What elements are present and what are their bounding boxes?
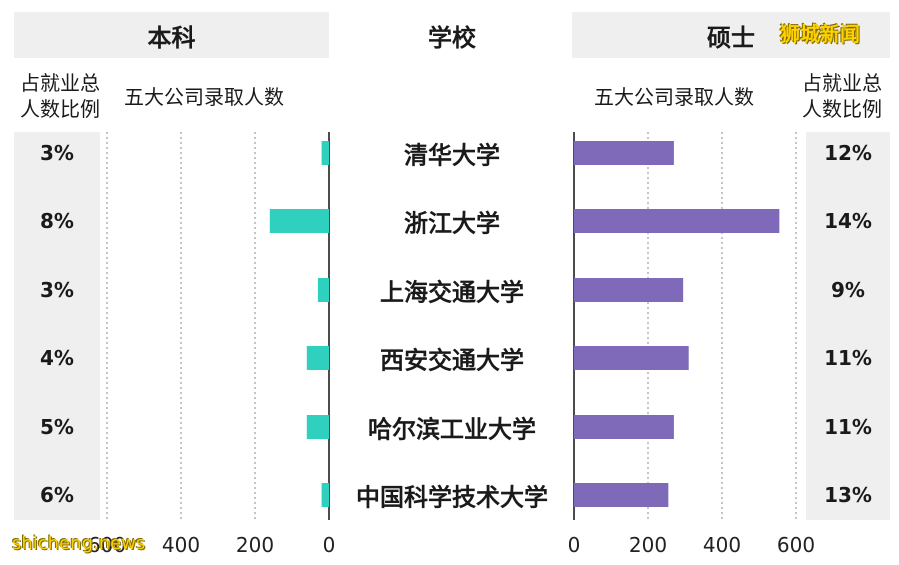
right-tick-label: 200 bbox=[629, 533, 667, 557]
master-share-label-line1: 占就业总 bbox=[802, 71, 882, 95]
school-label: 哈尔滨工业大学 bbox=[368, 415, 536, 444]
master-bar bbox=[574, 209, 780, 233]
bachelor-bar bbox=[306, 346, 329, 370]
site-watermark: shicheng.news bbox=[12, 533, 146, 554]
master-share-label: 占就业总 人数比例 bbox=[790, 70, 894, 122]
bachelor-bar bbox=[306, 415, 329, 439]
bachelor-share: 4% bbox=[40, 346, 74, 370]
school-header: 学校 bbox=[428, 23, 476, 52]
master-header: 硕士 bbox=[572, 12, 890, 58]
master-xlabel: 五大公司录取人数 bbox=[594, 85, 754, 109]
left-tick-label: 0 bbox=[323, 533, 336, 557]
bachelor-share: 6% bbox=[40, 483, 74, 507]
bachelor-share: 8% bbox=[40, 209, 74, 233]
right-tick-label: 400 bbox=[703, 533, 741, 557]
bachelor-share-panel bbox=[14, 132, 100, 520]
master-bar bbox=[574, 141, 674, 165]
right-tick-label: 0 bbox=[568, 533, 581, 557]
left-tick-label: 600 bbox=[88, 533, 126, 557]
bachelor-share-label-line1: 占就业总 bbox=[20, 71, 100, 95]
school-label: 上海交通大学 bbox=[380, 278, 524, 307]
bachelor-share: 5% bbox=[40, 415, 74, 439]
master-bar bbox=[574, 483, 669, 507]
bachelor-bar bbox=[269, 209, 329, 233]
master-share: 11% bbox=[824, 415, 872, 439]
school-label: 西安交通大学 bbox=[380, 346, 524, 375]
bachelor-share: 3% bbox=[40, 141, 74, 165]
right-tick-label: 600 bbox=[777, 533, 815, 557]
brand-watermark: 狮城新闻 bbox=[780, 22, 860, 46]
left-tick-label: 400 bbox=[162, 533, 200, 557]
bachelor-share-label: 占就业总 人数比例 bbox=[10, 70, 110, 122]
bachelor-header: 本科 bbox=[14, 12, 329, 58]
school-label: 浙江大学 bbox=[404, 209, 500, 238]
master-share: 13% bbox=[824, 483, 872, 507]
bachelor-share: 3% bbox=[40, 278, 74, 302]
bachelor-share-label-line2: 人数比例 bbox=[20, 97, 100, 121]
master-share: 12% bbox=[824, 141, 872, 165]
school-label: 清华大学 bbox=[404, 141, 500, 170]
master-share: 9% bbox=[831, 278, 865, 302]
master-bar bbox=[574, 278, 684, 302]
bachelor-bar bbox=[321, 141, 329, 165]
bachelor-bar bbox=[317, 278, 329, 302]
master-bar bbox=[574, 346, 689, 370]
school-label: 中国科学技术大学 bbox=[356, 483, 548, 512]
bachelor-bar bbox=[321, 483, 329, 507]
left-tick-label: 200 bbox=[236, 533, 274, 557]
master-share-panel bbox=[806, 132, 890, 520]
bachelor-xlabel: 五大公司录取人数 bbox=[124, 85, 284, 109]
master-share-label-line2: 人数比例 bbox=[802, 97, 882, 121]
master-bar bbox=[574, 415, 674, 439]
master-share: 11% bbox=[824, 346, 872, 370]
master-share: 14% bbox=[824, 209, 872, 233]
